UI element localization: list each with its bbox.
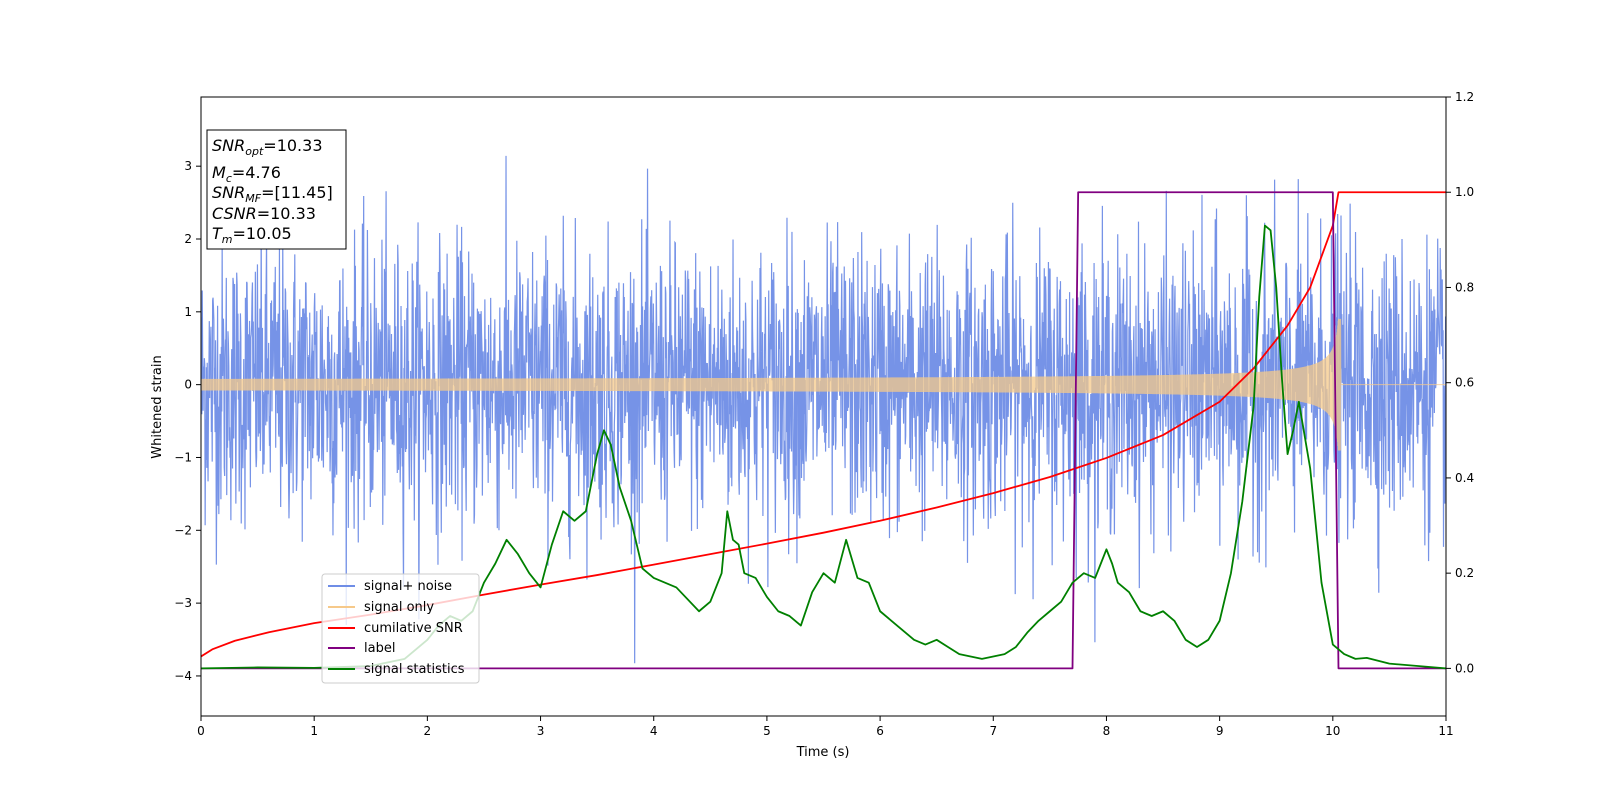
info-mc: Mc=4.76: [212, 163, 281, 185]
x-tick-label: 10: [1325, 724, 1340, 738]
x-tick-label: 5: [763, 724, 771, 738]
legend-label-cumulative-snr: cumilative SNR: [364, 621, 463, 636]
x-tick-label: 3: [537, 724, 545, 738]
info-csnr: CSNR=10.33: [212, 204, 316, 223]
y-right-tick-label: 0.4: [1455, 471, 1474, 485]
info-snr-opt: SNRopt=10.33: [212, 136, 323, 158]
y-right-tick-label: 0.6: [1455, 376, 1474, 390]
y-left-tick-label: 2: [184, 232, 192, 246]
x-axis-label: Time (s): [796, 745, 850, 760]
x-tick-label: 4: [650, 724, 658, 738]
series-label: [201, 191, 1446, 670]
legend-label-label: label: [364, 641, 395, 656]
legend: signal+ noise signal only cumilative SNR…: [321, 573, 480, 684]
x-tick-label: 6: [876, 724, 884, 738]
info-box: SNRopt=10.33 Mc=4.76 SNRMF=[11.45] CSNR=…: [206, 129, 347, 250]
legend-label-signal-only: signal only: [364, 600, 434, 615]
x-tick-label: 11: [1438, 724, 1453, 738]
y-right-tick-label: 0.2: [1455, 566, 1474, 580]
x-tick-label: 9: [1216, 724, 1224, 738]
y-right-tick-label: 1.0: [1455, 185, 1474, 199]
x-tick-label: 7: [989, 724, 997, 738]
series-signal-only: [201, 318, 1446, 451]
y-left-tick-label: −4: [174, 669, 192, 683]
x-tick-label: 1: [310, 724, 318, 738]
y-left-tick-label: −3: [174, 596, 192, 610]
series-signal-statistics: [201, 224, 1446, 670]
x-tick-label: 8: [1103, 724, 1111, 738]
info-tm: Tm=10.05: [212, 224, 292, 246]
y-right-tick-label: 0.8: [1455, 280, 1474, 294]
x-tick-label: 2: [424, 724, 432, 738]
info-box-frame: [206, 129, 347, 250]
y-left-tick-label: 0: [184, 378, 192, 392]
y-left-tick-label: −2: [174, 523, 192, 537]
y-right-tick-label: 1.2: [1455, 90, 1474, 104]
y-right-tick-label: 0.0: [1455, 661, 1474, 675]
y-left-tick-label: 3: [184, 159, 192, 173]
legend-label-signal-noise: signal+ noise: [364, 579, 452, 594]
legend-label-signal-statistics: signal statistics: [364, 662, 465, 677]
y-axis-label: Whitened strain: [150, 355, 165, 458]
y-left-tick-label: 1: [184, 305, 192, 319]
legend-frame: [321, 573, 480, 684]
x-tick-label: 0: [197, 724, 205, 738]
plot-frame: [200, 96, 1447, 717]
info-snr-mf: SNRMF=[11.45]: [212, 183, 333, 205]
ticks-layer: 0 1 2 3 4 5 6 7 8 9 10 11 −4 −3 −2 −1 0 1 2 3 0.0 0.2 0.4 0.6 0.…: [174, 90, 1474, 738]
y-left-tick-label: −1: [174, 450, 192, 464]
